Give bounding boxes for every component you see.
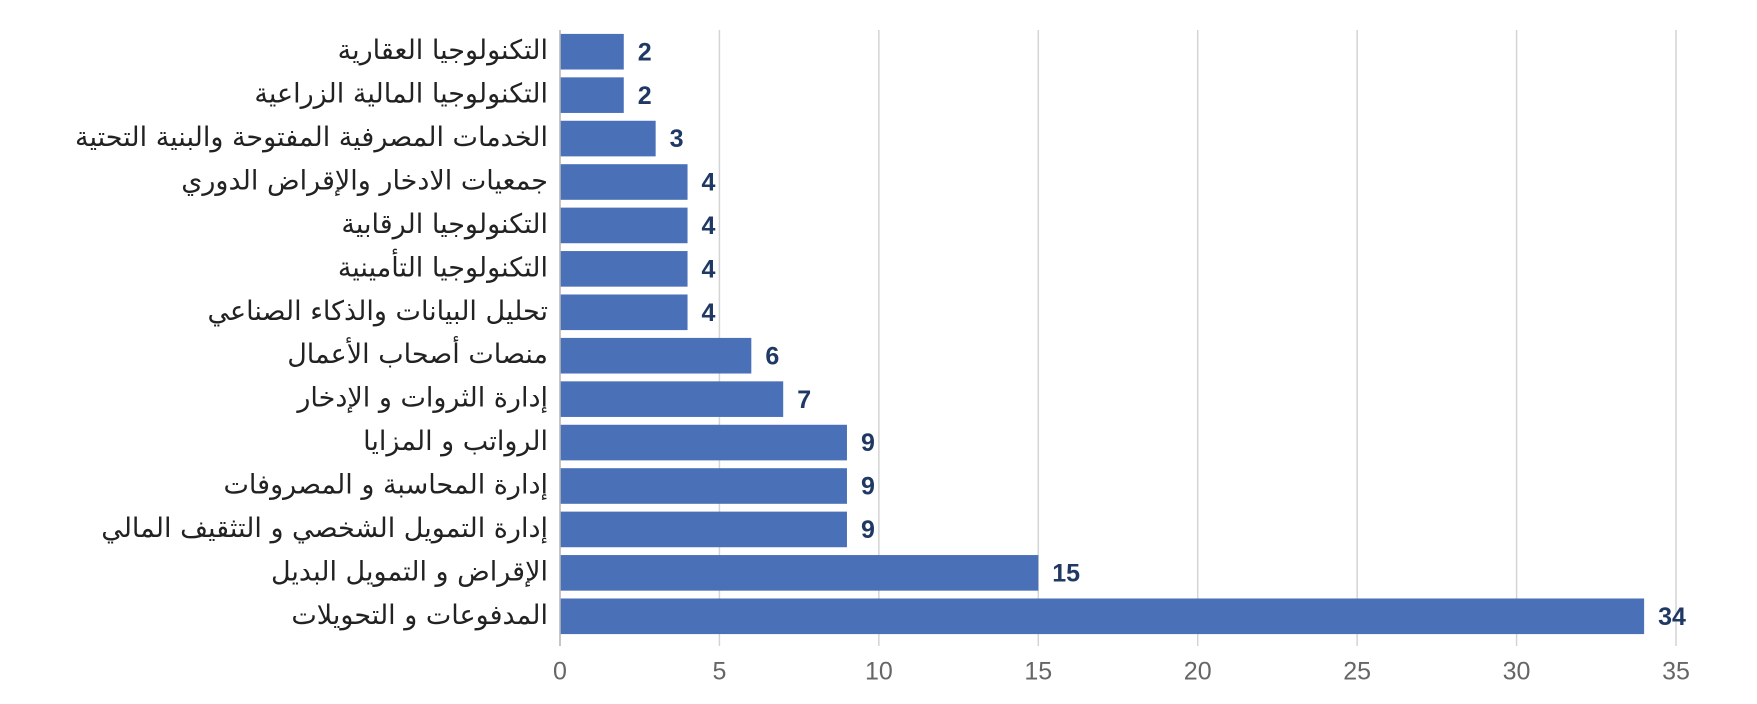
bar [560, 251, 688, 287]
x-tick-label: 0 [553, 658, 567, 686]
y-tick-label: التكنولوجيا العقارية [338, 35, 548, 66]
y-tick-label: تحليل البيانات والذكاء الصناعي [208, 296, 548, 327]
bar [560, 598, 1645, 635]
y-tick-label: الرواتب و المزايا [363, 426, 548, 457]
y-tick-label: التكنولوجيا المالية الزراعية [254, 79, 548, 110]
y-tick-label: الإقراض و التمويل البديل [271, 556, 548, 587]
x-tick-label: 30 [1503, 658, 1531, 686]
y-tick-label: المدفوعات و التحويلات [291, 600, 548, 631]
y-tick-label: الخدمات المصرفية المفتوحة والبنية التحتي… [75, 122, 548, 153]
bar [560, 207, 688, 244]
value-label: 9 [861, 473, 875, 501]
value-label: 4 [702, 169, 716, 197]
x-tick-label: 5 [712, 658, 726, 686]
bar [560, 468, 847, 504]
bar [560, 555, 1039, 591]
bar [560, 77, 624, 113]
y-tick-label: إدارة التمويل الشخصي و التثقيف المالي [101, 513, 548, 544]
x-tick-label: 25 [1343, 658, 1371, 686]
bar [560, 337, 752, 374]
value-label: 6 [765, 342, 779, 370]
bar [560, 120, 656, 157]
x-tick-label: 15 [1024, 658, 1052, 686]
value-label: 2 [638, 38, 652, 66]
y-tick-label: جمعيات الادخار والإقراض الدوري [181, 166, 548, 197]
value-label: 4 [702, 212, 716, 240]
value-label: 15 [1052, 559, 1080, 587]
x-tick-label: 20 [1184, 658, 1212, 686]
bar [560, 294, 688, 331]
value-label: 9 [861, 516, 875, 544]
bar [560, 424, 847, 461]
value-label: 4 [702, 299, 716, 327]
value-label: 34 [1658, 603, 1686, 631]
bar [560, 164, 688, 200]
bar [560, 33, 624, 70]
x-tick-label: 35 [1662, 658, 1690, 686]
value-label: 2 [638, 82, 652, 110]
x-tick-label: 10 [865, 658, 893, 686]
y-tick-label: التكنولوجيا الرقابية [341, 209, 548, 240]
y-tick-label: التكنولوجيا التأمينية [338, 247, 548, 283]
bar [560, 381, 784, 417]
value-label: 4 [702, 255, 716, 283]
y-tick-label: منصات أصحاب الأعمال [287, 335, 548, 370]
value-label: 9 [861, 429, 875, 457]
y-tick-label: إدارة المحاسبة و المصروفات [224, 470, 548, 501]
y-tick-label: إدارة الثروات و الإدخار [295, 383, 548, 414]
bar [560, 511, 847, 548]
value-label: 3 [670, 125, 684, 153]
value-label: 7 [797, 386, 811, 414]
